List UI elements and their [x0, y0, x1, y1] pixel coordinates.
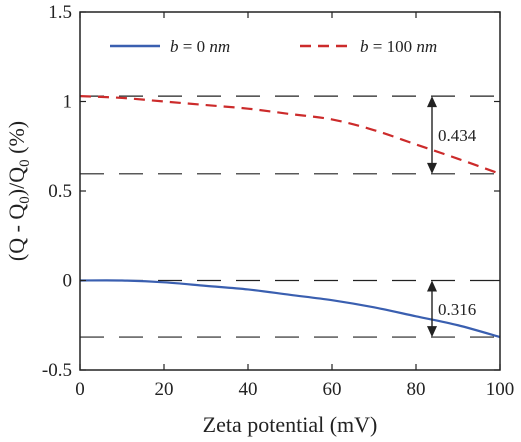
- y-tick-label: 0: [63, 271, 73, 292]
- legend: b = 0 nm b = 100 nm: [110, 37, 437, 56]
- x-tick-label: 0: [75, 379, 85, 400]
- y-tick-label: 0.5: [48, 181, 72, 202]
- y-axis-label: (Q - Q0)/Q0 (%): [4, 121, 33, 261]
- annotation-arrowhead-top: [427, 280, 437, 292]
- annotation-label: 0.434: [438, 126, 477, 145]
- y-label-sub2: 0: [17, 159, 33, 167]
- x-tick-label: 40: [239, 379, 258, 400]
- y-tick-label: -0.5: [42, 360, 72, 381]
- ticks-layer: 0 20 40 60 80 100-0.500.511.5: [42, 2, 514, 400]
- legend-label-1: b = 100 nm: [360, 37, 437, 56]
- legend-label-0: b = 0 nm: [170, 37, 230, 56]
- y-label-mid: )/Q: [4, 167, 29, 196]
- x-tick-label: 100: [486, 379, 515, 400]
- annotation-layer: 0.434 0.316: [427, 96, 477, 338]
- x-tick-label: 20: [155, 379, 174, 400]
- x-tick-label: 80: [407, 379, 426, 400]
- x-tick-label: 60: [323, 379, 342, 400]
- y-tick-label: 1: [63, 92, 73, 113]
- y-tick-label: 1.5: [48, 2, 72, 23]
- y-label-close: (%): [4, 121, 29, 159]
- annotation-arrowhead-bottom: [427, 326, 437, 338]
- y-label-sub1: 0: [17, 196, 33, 204]
- reference-lines: [80, 95, 500, 338]
- series-line-0: [79, 279, 501, 339]
- y-label-open: (Q - Q: [4, 204, 29, 262]
- annotation-arrowhead-top: [427, 96, 437, 108]
- annotation-arrowhead-bottom: [427, 162, 437, 174]
- annotation-label: 0.316: [438, 300, 476, 319]
- plot-frame: [79, 11, 501, 371]
- series-layer: [79, 95, 501, 339]
- x-axis-label: Zeta potential (mV): [203, 412, 378, 437]
- series-line-1: [79, 95, 501, 175]
